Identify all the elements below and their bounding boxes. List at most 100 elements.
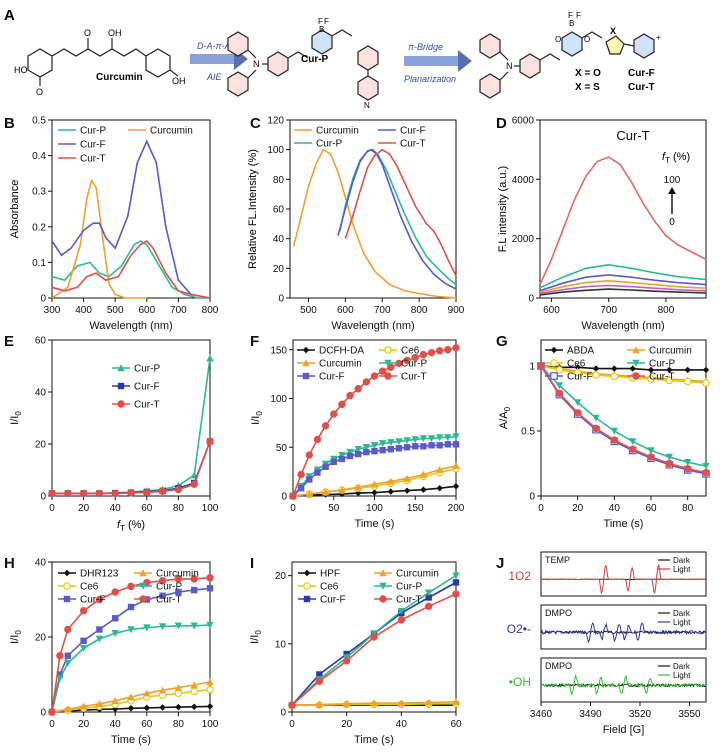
data-point — [79, 702, 88, 710]
data-point — [411, 353, 419, 362]
plot-frame — [539, 119, 707, 299]
panel-letter-a: A — [4, 7, 15, 24]
legend-entry: Curcumin — [294, 126, 359, 137]
x-equals-o: X = O — [575, 68, 601, 79]
arrow-2-label-top: π-Bridge — [408, 42, 443, 52]
light-trace — [540, 674, 706, 696]
data-point — [313, 435, 322, 444]
legend: Cur-P Curcumin Cur-F Cur-T — [58, 126, 193, 165]
data-point — [95, 489, 104, 498]
series-cur-t — [48, 437, 214, 498]
data-point — [297, 470, 305, 479]
data-point — [370, 480, 379, 488]
y-axis-label: Relative FL.Intensity (%) — [247, 149, 259, 269]
data-point — [315, 677, 324, 686]
y-axis-label: Absorbance — [9, 180, 21, 239]
data-point — [436, 347, 444, 355]
data-point — [574, 364, 581, 371]
data-point — [427, 348, 436, 357]
legend-dark: Dark — [673, 662, 691, 671]
arrow-2 — [404, 50, 472, 72]
data-point — [139, 582, 147, 590]
legend: HPF Ce6 Cur-F Curcumin Cur-P Cur-T — [298, 569, 439, 606]
atom-label: O — [584, 35, 590, 44]
data-point — [79, 607, 88, 615]
atom-label: F — [568, 11, 573, 20]
data-point — [56, 652, 64, 660]
legend-label: Cur-P — [316, 139, 342, 150]
atom-label: F — [324, 17, 329, 26]
data-point — [403, 444, 411, 451]
data-point — [444, 434, 452, 442]
y-tick-label: 0 — [40, 708, 46, 719]
plot-frame — [51, 119, 211, 299]
x-tick-label: 300 — [44, 305, 61, 316]
series-line — [52, 441, 211, 495]
x-tick-label: 0 — [49, 719, 55, 730]
series-line — [540, 365, 706, 371]
x-equals-s: X = S — [575, 82, 600, 93]
data-point — [379, 595, 387, 603]
series-line — [339, 148, 457, 286]
data-point — [342, 700, 351, 708]
y-tick-label: 0.5 — [521, 427, 535, 438]
data-point — [190, 687, 199, 696]
data-point — [80, 637, 87, 644]
series-cur-f — [337, 148, 457, 290]
series-cur-f — [48, 438, 214, 497]
legend-label: Cur-T — [134, 400, 160, 411]
data-point — [452, 579, 460, 586]
data-point — [611, 365, 618, 372]
legend-label: Cur-P — [80, 126, 106, 137]
data-point — [397, 616, 406, 624]
series-line — [539, 284, 707, 295]
data-point — [452, 698, 460, 705]
x-tick-label: 40 — [110, 719, 122, 730]
y-axis-label: I/I0 — [9, 630, 23, 644]
y-tick-label: 0 — [280, 708, 286, 719]
data-point — [127, 705, 135, 712]
y-axis-label: A/A0 — [498, 406, 512, 429]
data-point — [370, 372, 379, 380]
x-axis-label: Time (s) — [354, 734, 394, 746]
series-line — [539, 274, 707, 292]
data-point — [174, 622, 183, 630]
data-point — [436, 442, 443, 449]
data-point — [702, 468, 710, 477]
legend-label: Cur-T — [396, 595, 422, 606]
data-point — [550, 359, 558, 367]
panel-g-abda: G 0 20 40 60 80 0 0.5 1 Time (s) A/A0 ABDA Curcumin C… — [496, 333, 710, 530]
curcumin-structure — [27, 38, 179, 86]
legend-entry: Cur-P — [294, 139, 342, 150]
data-point — [702, 379, 710, 387]
series-line — [344, 148, 457, 277]
data-point — [288, 701, 296, 709]
legend-label: Cur-P — [134, 364, 160, 375]
data-point — [436, 434, 444, 442]
data-point — [384, 346, 392, 354]
y-axis-label: I/I0 — [249, 630, 263, 644]
legend-entry: Cur-P — [379, 359, 427, 370]
data-point — [158, 577, 167, 585]
data-point — [56, 675, 64, 682]
data-point — [537, 362, 545, 370]
panel-e-aie: E 0 20 40 60 80 100 0 20 40 60 fT (%) I/I0 Cur-P Cur-F… — [4, 333, 219, 533]
data-point — [111, 630, 119, 637]
data-point — [346, 391, 354, 400]
series-cur-t — [48, 574, 214, 716]
x-axis-label: Time (s) — [111, 734, 151, 746]
atom-label: N — [253, 59, 260, 69]
legend-entry: Cur-T — [112, 400, 160, 411]
ft-100-label: 100 — [664, 175, 681, 186]
panel-letter-b: B — [4, 115, 15, 132]
series-80- — [539, 274, 707, 292]
data-point — [174, 485, 183, 494]
spin-trap-label: DMPO — [545, 608, 572, 618]
data-point — [127, 489, 135, 497]
data-point — [174, 683, 183, 691]
legend-entry: HPF — [298, 569, 340, 580]
curf-label: Cur-F — [628, 68, 655, 79]
data-point — [666, 366, 673, 374]
y-tick-label: 100 — [270, 394, 287, 405]
data-point — [403, 356, 411, 365]
